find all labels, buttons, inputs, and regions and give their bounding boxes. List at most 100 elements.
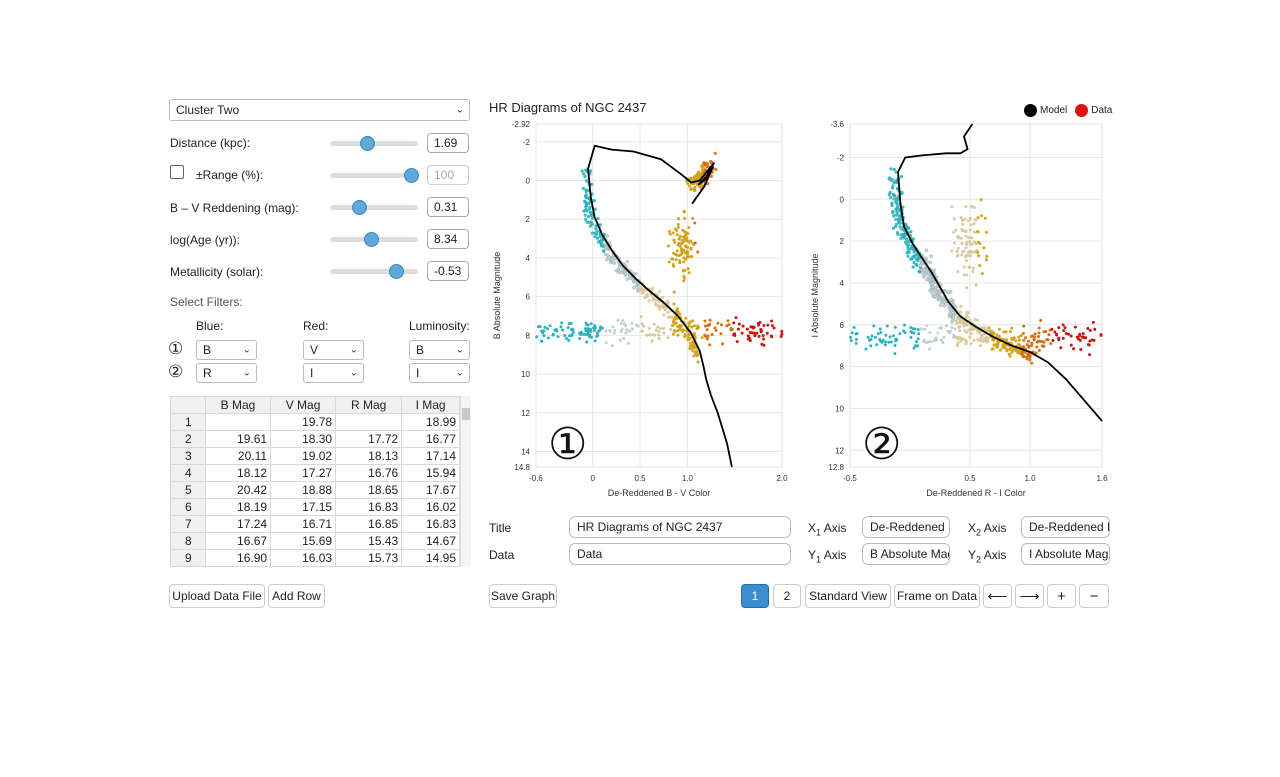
page-1-button[interactable]: 1 — [741, 584, 769, 608]
table-cell-i[interactable]: 14.67 — [401, 532, 460, 550]
table-scrollbar[interactable] — [460, 396, 471, 566]
age-slider[interactable] — [330, 232, 418, 247]
table-cell-r[interactable]: 16.85 — [335, 515, 403, 533]
hr-diagram-1[interactable]: -0.6 0 0.5 1.0 2.0 -2.92 -2 0 2 4 6 8 10 12 14 14.8 De-R… — [488, 116, 798, 508]
frame-on-data-button[interactable]: Frame on Data — [894, 584, 980, 608]
col-header-i[interactable]: I Mag — [401, 396, 460, 414]
range-slider[interactable] — [330, 168, 419, 183]
data-point — [757, 323, 761, 327]
table-cell-v[interactable]: 19.02 — [270, 447, 337, 465]
table-cell-b[interactable]: 18.12 — [204, 464, 272, 482]
save-graph-button[interactable]: Save Graph — [489, 584, 557, 608]
table-cell-i[interactable]: 18.99 — [401, 413, 460, 431]
data-point — [1037, 331, 1041, 335]
table-cell-b[interactable]: 16.67 — [204, 532, 272, 550]
data-point — [611, 325, 615, 329]
metallicity-slider[interactable] — [330, 264, 418, 279]
table-cell-v[interactable]: 17.27 — [270, 464, 337, 482]
table-cell-r[interactable]: 18.13 — [335, 447, 403, 465]
upload-data-file-button[interactable]: Upload Data File — [169, 584, 265, 608]
data-input[interactable]: Data — [569, 543, 791, 565]
col-header-v[interactable]: V Mag — [270, 396, 337, 414]
range-input[interactable]: 100 — [427, 165, 469, 185]
filter-1-blue-select[interactable]: B ⌄ — [196, 340, 257, 360]
age-input[interactable]: 8.34 — [427, 229, 469, 249]
add-row-button[interactable]: Add Row — [268, 584, 325, 608]
table-cell-v[interactable]: 19.78 — [270, 413, 337, 431]
table-cell-b[interactable]: 19.61 — [204, 430, 272, 448]
table-cell-r[interactable]: 16.76 — [335, 464, 403, 482]
table-cell-r[interactable]: 16.83 — [335, 498, 403, 516]
table-cell-r[interactable]: 15.43 — [335, 532, 403, 550]
data-point — [632, 285, 636, 290]
metallicity-input[interactable]: -0.53 — [427, 261, 469, 281]
reddening-slider[interactable] — [330, 200, 418, 215]
data-point — [688, 346, 692, 351]
distance-slider-knob[interactable] — [359, 136, 375, 151]
table-cell-i[interactable]: 16.83 — [401, 515, 460, 533]
table-cell-i[interactable]: 17.67 — [401, 481, 460, 499]
cluster-select[interactable]: Cluster Two ⌄ — [169, 99, 470, 121]
filter-1-red-select[interactable]: V ⌄ — [303, 340, 364, 360]
zoom-in-button[interactable]: + — [1047, 584, 1076, 608]
hr-diagram-2[interactable]: -0.5 0.5 1.0 1.6 -3.6 -2 0 2 4 6 8 10 12 12.8 De-Redde… — [806, 116, 1112, 508]
y2-axis-input[interactable]: I Absolute Magn — [1021, 543, 1110, 565]
distance-slider[interactable] — [330, 136, 418, 151]
filter-1-luminosity-select[interactable]: B ⌄ — [409, 340, 470, 360]
table-cell-i[interactable]: 16.77 — [401, 430, 460, 448]
col-header-r[interactable]: R Mag — [335, 396, 403, 414]
data-point — [968, 254, 972, 258]
table-cell-v[interactable]: 18.30 — [270, 430, 337, 448]
data-point — [596, 216, 600, 221]
data-point — [964, 313, 969, 317]
reddening-input[interactable]: 0.31 — [427, 197, 469, 217]
table-cell-i[interactable]: 16.02 — [401, 498, 460, 516]
table-cell-r[interactable]: 15.73 — [335, 549, 403, 567]
table-scroll-thumb[interactable] — [462, 408, 470, 420]
data-point — [581, 186, 585, 190]
pan-right-button[interactable]: ⟶ — [1015, 584, 1044, 608]
data-point — [667, 229, 671, 233]
pan-left-button[interactable]: ⟵ — [983, 584, 1012, 608]
table-cell-v[interactable]: 17.15 — [270, 498, 337, 516]
filter-2-blue-select[interactable]: R ⌄ — [196, 363, 257, 383]
range-checkbox[interactable] — [170, 165, 184, 179]
table-cell-i[interactable]: 15.94 — [401, 464, 460, 482]
table-cell-v[interactable]: 16.71 — [270, 515, 337, 533]
col-header-b[interactable]: B Mag — [204, 396, 272, 414]
table-cell-b[interactable]: 17.24 — [204, 515, 272, 533]
x2-axis-input[interactable]: De-Reddened R — [1021, 516, 1110, 538]
standard-view-button[interactable]: Standard View — [805, 584, 891, 608]
table-cell-v[interactable]: 15.69 — [270, 532, 337, 550]
table-cell-b[interactable]: 20.11 — [204, 447, 272, 465]
distance-input[interactable]: 1.69 — [427, 133, 469, 153]
table-corner — [170, 396, 206, 414]
x1-axis-input[interactable]: De-Reddened B — [862, 516, 950, 538]
filter-2-luminosity-select[interactable]: I ⌄ — [409, 363, 470, 383]
data-point — [741, 324, 745, 328]
filter-2-red-select[interactable]: I ⌄ — [303, 363, 364, 383]
table-cell-b[interactable] — [204, 413, 272, 431]
table-cell-r[interactable]: 18.65 — [335, 481, 403, 499]
data-point — [666, 310, 670, 315]
page-2-button[interactable]: 2 — [773, 584, 801, 608]
table-cell-b[interactable]: 20.42 — [204, 481, 272, 499]
title-input[interactable]: HR Diagrams of NGC 2437 — [569, 516, 791, 538]
table-cell-r[interactable]: 17.72 — [335, 430, 403, 448]
table-cell-i[interactable]: 17.14 — [401, 447, 460, 465]
reddening-slider-knob[interactable] — [352, 200, 368, 215]
table-cell-r[interactable] — [335, 413, 403, 431]
age-slider-knob[interactable] — [364, 232, 380, 247]
table-cell-b[interactable]: 16.90 — [204, 549, 272, 567]
chart-marker: ① — [548, 420, 587, 469]
zoom-out-button[interactable]: − — [1079, 584, 1109, 608]
data-point — [686, 232, 690, 236]
table-cell-v[interactable]: 16.03 — [270, 549, 337, 567]
table-cell-i[interactable]: 14.95 — [401, 549, 460, 567]
data-point — [585, 340, 589, 344]
table-cell-b[interactable]: 18.19 — [204, 498, 272, 516]
range-slider-knob[interactable] — [403, 168, 419, 183]
y1-axis-input[interactable]: B Absolute Mag — [862, 543, 950, 565]
table-cell-v[interactable]: 18.88 — [270, 481, 337, 499]
metallicity-slider-knob[interactable] — [389, 264, 404, 279]
